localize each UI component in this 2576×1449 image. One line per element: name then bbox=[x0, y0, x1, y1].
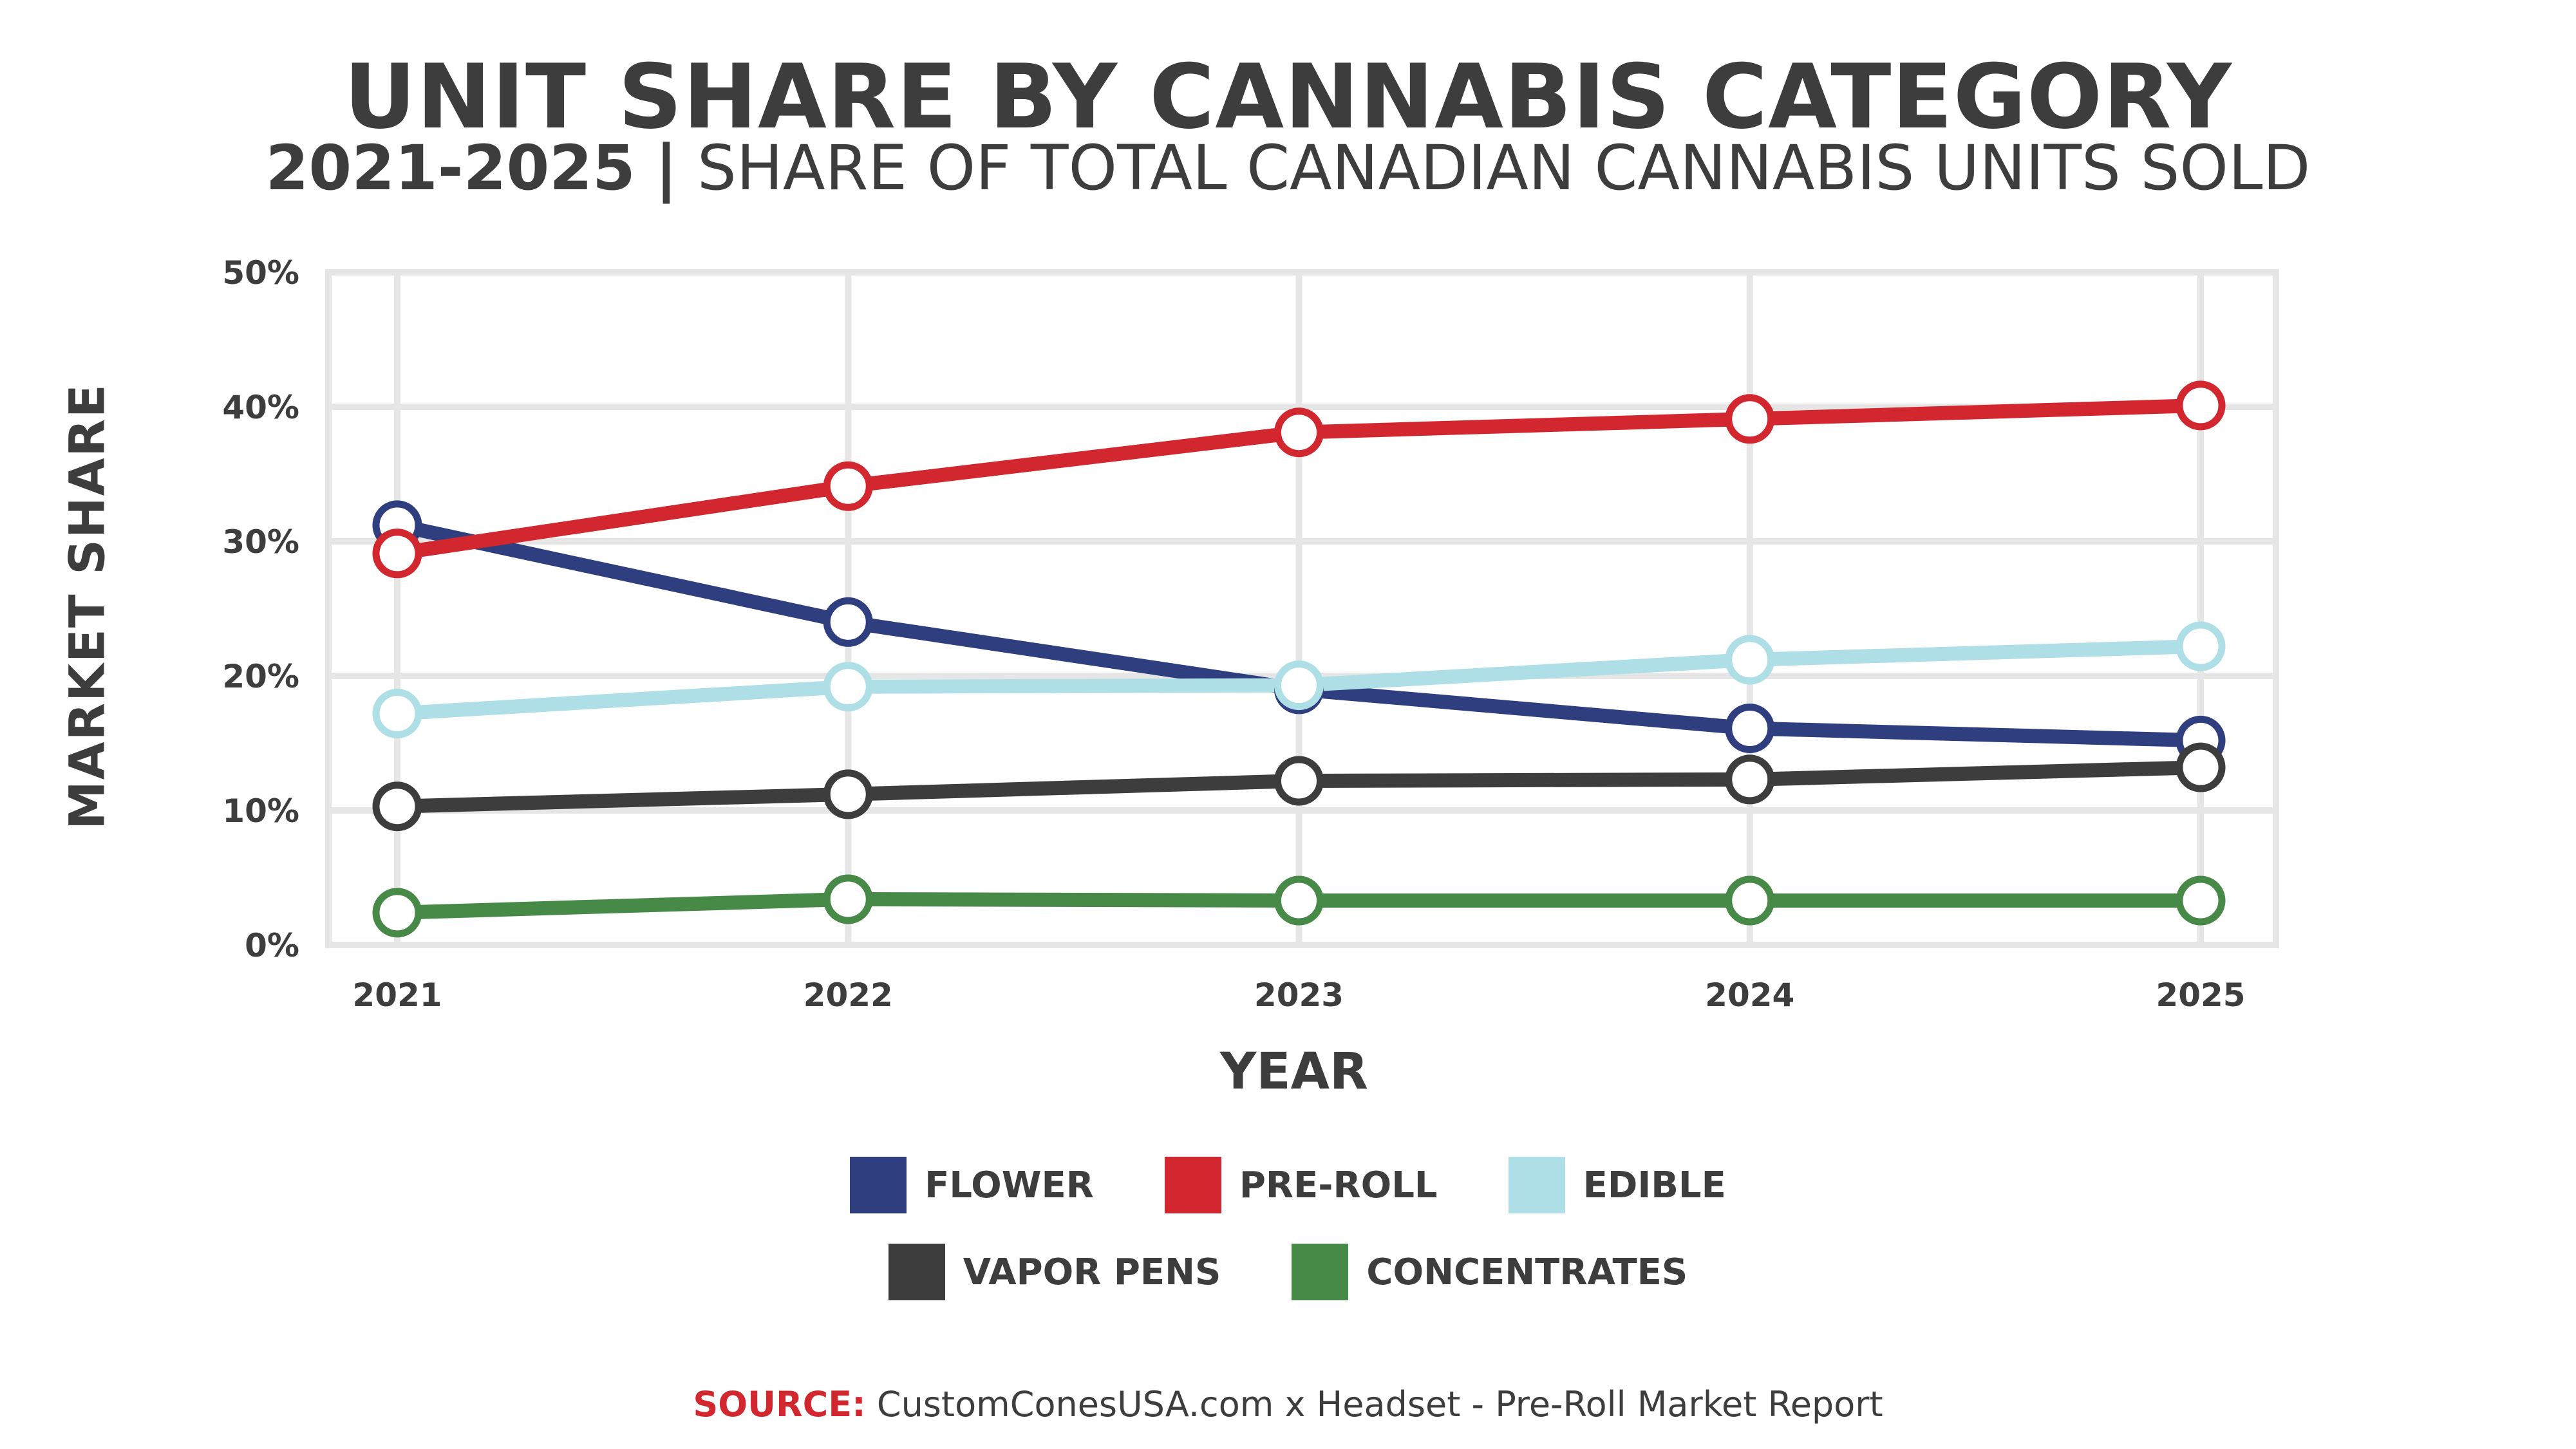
x-tick-labels: 2021 2022 2023 2024 2025 bbox=[352, 977, 2245, 1014]
legend-item-pre-roll: PRE-ROLL bbox=[1164, 1157, 1438, 1213]
data-point-vapor-pens bbox=[823, 769, 873, 819]
legend-swatch bbox=[1508, 1157, 1565, 1213]
legend-item-concentrates: CONCENTRATES bbox=[1292, 1244, 1688, 1300]
data-point-concentrates bbox=[1725, 875, 1775, 926]
legend-label: FLOWER bbox=[925, 1164, 1094, 1206]
data-point-flower bbox=[823, 597, 873, 647]
legend-label: CONCENTRATES bbox=[1366, 1251, 1688, 1293]
subtitle-separator: | bbox=[655, 132, 678, 204]
data-point-concentrates bbox=[823, 874, 873, 924]
legend-swatch bbox=[1292, 1244, 1349, 1300]
y-tick-labels: 0% 10% 20% 30% 40% 50% bbox=[222, 254, 299, 964]
x-tick-label: 2021 bbox=[352, 977, 442, 1014]
legend-item-vapor-pens: VAPOR PENS bbox=[888, 1244, 1221, 1300]
data-point-concentrates bbox=[2176, 875, 2226, 926]
data-point-vapor-pens bbox=[2176, 742, 2226, 792]
y-tick-label: 40% bbox=[222, 389, 299, 426]
plot-frame bbox=[325, 269, 2279, 948]
source-text: CustomConesUSA.com x Headset - Pre-Roll … bbox=[865, 1384, 1883, 1425]
subtitle-text: SHARE OF TOTAL CANADIAN CANNABIS UNITS S… bbox=[697, 132, 2311, 204]
data-point-concentrates bbox=[372, 888, 422, 938]
data-point-edible bbox=[2176, 621, 2226, 671]
data-point-pre-roll bbox=[2176, 380, 2226, 431]
data-point-edible bbox=[823, 662, 873, 712]
data-point-edible bbox=[1274, 660, 1324, 711]
legend-label: EDIBLE bbox=[1583, 1164, 1726, 1206]
y-tick-label: 30% bbox=[222, 523, 299, 561]
chart-title: UNIT SHARE BY CANNABIS CATEGORY bbox=[344, 45, 2232, 149]
x-tick-label: 2023 bbox=[1254, 977, 1344, 1014]
legend-row-2: VAPOR PENS CONCENTRATES bbox=[0, 1244, 2576, 1300]
data-point-pre-roll bbox=[1725, 394, 1775, 444]
legend-swatch bbox=[1164, 1157, 1221, 1213]
x-tick-label: 2024 bbox=[1705, 977, 1794, 1014]
subtitle-years: 2021-2025 bbox=[265, 132, 635, 204]
y-tick-label: 0% bbox=[245, 927, 299, 964]
line-chart: 0% 10% 20% 30% 40% 50% 2021 2022 2023 2024 2025 bbox=[222, 254, 2279, 1014]
series-points bbox=[372, 380, 2226, 938]
legend-label: VAPOR PENS bbox=[963, 1251, 1221, 1293]
source-note: SOURCE: CustomConesUSA.com x Headset - P… bbox=[0, 1384, 2576, 1425]
chart-subtitle: 2021-2025 | SHARE OF TOTAL CANADIAN CANN… bbox=[0, 132, 2576, 204]
data-point-pre-roll bbox=[372, 528, 422, 579]
data-point-vapor-pens bbox=[1274, 756, 1324, 806]
data-point-vapor-pens bbox=[372, 781, 422, 832]
legend-swatch bbox=[850, 1157, 907, 1213]
legend-item-flower: FLOWER bbox=[850, 1157, 1094, 1213]
legend-swatch bbox=[888, 1244, 945, 1300]
grid-lines bbox=[325, 269, 2279, 948]
x-axis-label: YEAR bbox=[1219, 1043, 1369, 1101]
data-point-vapor-pens bbox=[1725, 754, 1775, 805]
y-tick-label: 20% bbox=[222, 658, 299, 695]
x-tick-label: 2025 bbox=[2156, 977, 2245, 1014]
data-point-concentrates bbox=[1274, 875, 1324, 926]
x-tick-label: 2022 bbox=[804, 977, 893, 1014]
data-point-edible bbox=[1725, 635, 1775, 685]
data-point-pre-roll bbox=[823, 461, 873, 511]
legend-label: PRE-ROLL bbox=[1239, 1164, 1438, 1206]
y-tick-label: 10% bbox=[222, 792, 299, 830]
data-point-pre-roll bbox=[1274, 407, 1324, 458]
data-point-flower bbox=[1725, 704, 1775, 754]
y-tick-label: 50% bbox=[222, 254, 299, 292]
data-point-edible bbox=[372, 689, 422, 739]
legend-item-edible: EDIBLE bbox=[1508, 1157, 1726, 1213]
legend-row-1: FLOWER PRE-ROLL EDIBLE bbox=[0, 1157, 2576, 1213]
source-label: SOURCE: bbox=[693, 1384, 866, 1425]
